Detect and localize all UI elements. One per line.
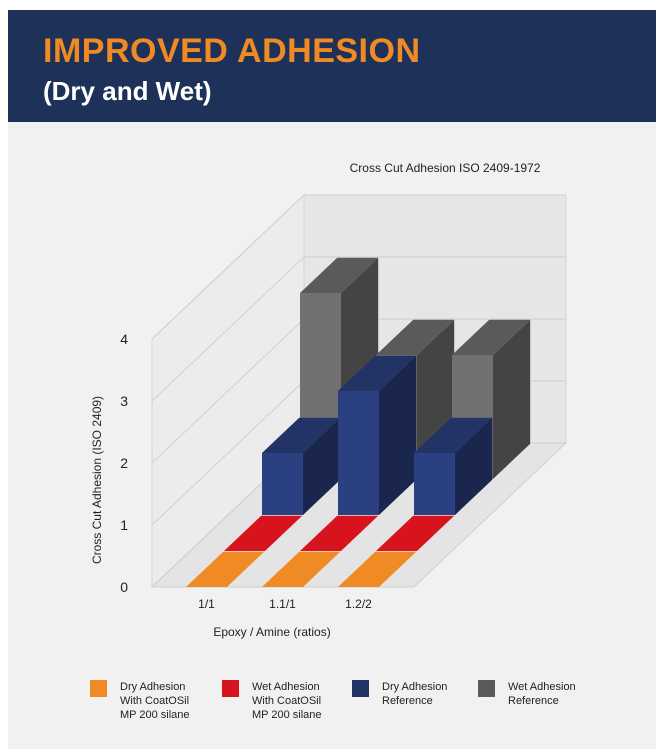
- legend-label: Reference: [508, 695, 559, 707]
- legend-swatch: [352, 680, 369, 697]
- x-axis-label: Epoxy / Amine (ratios): [213, 625, 330, 639]
- bar-top: [300, 257, 379, 293]
- bar: [338, 551, 417, 587]
- bar-top: [186, 551, 265, 587]
- bar: [224, 515, 303, 551]
- y-tick-label: 1: [120, 517, 128, 533]
- legend-label: Dry Adhesion: [382, 681, 447, 693]
- x-tick-label: 1.1/1: [269, 597, 296, 611]
- legend-item: Wet Adhesion With CoatOSil MP 200 silane: [222, 680, 322, 721]
- legend-label: With CoatOSil: [252, 695, 321, 707]
- gridline: [151, 256, 566, 402]
- bar: [376, 515, 455, 551]
- legend-label: Wet Adhesion: [508, 681, 576, 693]
- bar: [414, 417, 493, 515]
- bar: [262, 551, 341, 587]
- legend-label: Wet Adhesion: [252, 681, 320, 693]
- bar-side: [455, 417, 493, 515]
- legend-item: Wet Adhesion Reference: [478, 680, 576, 707]
- chart-labels: 0 1 2 3 4 1/1 1.1/1 1.2/2 Cross Cut Adhesion ISO…: [90, 161, 541, 639]
- legend-label: With CoatOSil: [120, 695, 189, 707]
- x-tick-label: 1/1: [198, 597, 215, 611]
- bar-top: [414, 417, 493, 453]
- legend-label: Reference: [382, 695, 433, 707]
- bar: [262, 417, 341, 515]
- legend-label: Dry Adhesion: [120, 681, 185, 693]
- bar-front: [338, 391, 379, 515]
- y-tick-label: 4: [120, 331, 128, 347]
- bar-side: [493, 319, 531, 479]
- bar-top: [452, 319, 531, 355]
- bar-top: [338, 355, 417, 391]
- x-tick-label: 1.2/2: [345, 597, 372, 611]
- bar: [186, 551, 265, 587]
- legend-swatch: [222, 680, 239, 697]
- bar: [300, 515, 379, 551]
- legend-item: Dry Adhesion With CoatOSil MP 200 silane: [90, 680, 190, 721]
- bar: [338, 355, 417, 515]
- legend-label: MP 200 silane: [120, 709, 190, 721]
- bar-top: [338, 551, 417, 587]
- chart-bars: [186, 257, 531, 587]
- legend-swatch: [90, 680, 107, 697]
- page-title: IMPROVED ADHESION: [43, 32, 421, 70]
- y-tick-label: 3: [120, 393, 128, 409]
- chart-title: Cross Cut Adhesion ISO 2409-1972: [350, 161, 541, 175]
- legend-item: Dry Adhesion Reference: [352, 680, 447, 707]
- bar-top: [300, 515, 379, 551]
- bar-top: [376, 515, 455, 551]
- page-subtitle: (Dry and Wet): [43, 76, 212, 106]
- y-tick-label: 0: [120, 579, 128, 595]
- legend-label: MP 200 silane: [252, 709, 322, 721]
- bar-top: [262, 417, 341, 453]
- bar-side: [303, 417, 341, 515]
- y-tick-label: 2: [120, 455, 128, 471]
- bar-side: [379, 355, 417, 515]
- legend-swatch: [478, 680, 495, 697]
- header-banner: IMPROVED ADHESION (Dry and Wet): [8, 10, 656, 122]
- bar-front: [414, 453, 455, 515]
- y-axis-label: Cross Cut Adhesion (ISO 2409): [90, 396, 104, 564]
- gridline: [151, 194, 566, 340]
- bar-front: [262, 453, 303, 515]
- bar-top: [376, 319, 455, 355]
- bar-top: [224, 515, 303, 551]
- bar-top: [262, 551, 341, 587]
